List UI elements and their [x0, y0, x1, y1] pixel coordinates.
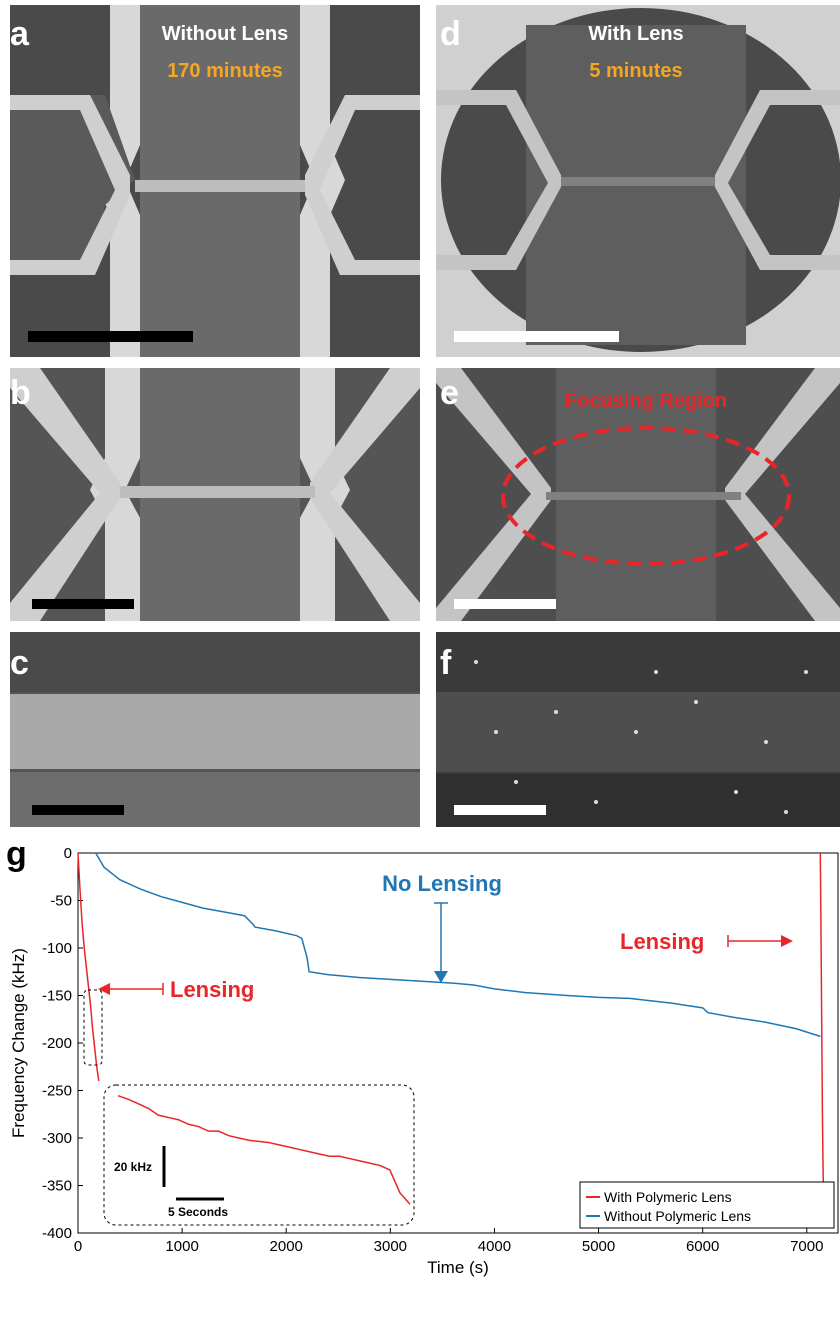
inset-scale-y-label: 20 kHz — [114, 1160, 152, 1174]
x-tick-label: 2000 — [270, 1238, 303, 1255]
y-tick-label: -150 — [42, 988, 72, 1005]
y-tick-label: -300 — [42, 1130, 72, 1147]
legend-box — [579, 1181, 835, 1229]
panel-a-subtitle: 170 minutes — [167, 60, 283, 82]
x-tick-label: 3000 — [374, 1238, 407, 1255]
panel-label-a: a — [10, 15, 29, 53]
focusing-region-ellipse — [501, 426, 791, 566]
sem-image-c — [10, 632, 420, 827]
panel-d: d With Lens 5 minutes — [436, 5, 840, 357]
panel-a: a Without Lens 170 minutes — [10, 5, 420, 357]
focusing-region-label: Focusing Region — [564, 390, 728, 412]
x-tick-label: 1000 — [165, 1238, 198, 1255]
panel-label-e: e — [440, 374, 459, 412]
panel-c: c — [10, 632, 420, 827]
series-line-2 — [819, 852, 825, 1191]
panel-label-g: g — [6, 835, 27, 873]
series-line-0 — [77, 852, 100, 1082]
x-tick-label: 5000 — [582, 1238, 615, 1255]
scale-bar-c — [32, 805, 124, 815]
annotation-arrowhead-no-lensing — [434, 971, 448, 983]
sem-image-d — [436, 5, 840, 357]
x-axis-label: Time (s) — [427, 1258, 489, 1277]
sem-image-f — [436, 632, 840, 827]
annotation-lensing-right: Lensing — [620, 929, 704, 954]
panel-b: b — [10, 368, 420, 621]
x-tick-label: 0 — [74, 1238, 82, 1255]
x-tick-label: 6000 — [686, 1238, 719, 1255]
annotation-no-lensing: No Lensing — [382, 871, 502, 896]
panel-d-subtitle: 5 minutes — [589, 60, 683, 82]
annotation-arrowhead-lensing-left — [98, 983, 110, 995]
inset-series-line — [117, 1095, 411, 1205]
y-tick-label: -250 — [42, 1083, 72, 1100]
panel-f: f — [436, 632, 840, 827]
scale-bar-b — [32, 599, 134, 609]
scale-bar-a — [28, 331, 193, 342]
y-tick-label: -400 — [42, 1225, 72, 1242]
panel-d-title: With Lens — [588, 23, 684, 45]
panel-label-c: c — [10, 644, 29, 682]
inset-scale-x-label: 5 Seconds — [168, 1205, 228, 1219]
series-line-1 — [95, 852, 821, 1038]
scale-bar-d — [454, 331, 619, 342]
sem-image-b — [10, 368, 420, 621]
zoom-region-box — [83, 989, 103, 1066]
legend-label-1: Without Polymeric Lens — [604, 1208, 751, 1224]
sem-image-e — [436, 368, 840, 621]
panel-label-b: b — [10, 374, 31, 412]
sem-image-a — [10, 5, 420, 357]
y-tick-label: -100 — [42, 940, 72, 957]
y-tick-label: -350 — [42, 1178, 72, 1195]
y-tick-label: -50 — [50, 893, 72, 910]
y-axis-label: Frequency Change (kHz) — [9, 948, 28, 1138]
annotation-lensing-left: Lensing — [170, 977, 254, 1002]
frequency-change-chart: 0 1000 2000 3000 4000 5000 6000 7000 0 -50 -100 -15… — [9, 845, 839, 1277]
legend-label-0: With Polymeric Lens — [604, 1189, 732, 1205]
inset-box — [103, 1084, 415, 1226]
y-tick-label: 0 — [64, 845, 72, 862]
panel-label-d: d — [440, 15, 461, 53]
x-tick-label: 7000 — [790, 1238, 823, 1255]
panel-label-f: f — [440, 644, 452, 682]
y-tick-label: -200 — [42, 1035, 72, 1052]
scale-bar-f — [454, 805, 546, 815]
x-tick-label: 4000 — [478, 1238, 511, 1255]
panel-a-title: Without Lens — [161, 23, 289, 45]
annotation-arrowhead-lensing-right — [781, 935, 793, 947]
panel-e: e Focusing Region — [436, 368, 840, 621]
scale-bar-e — [454, 599, 556, 609]
